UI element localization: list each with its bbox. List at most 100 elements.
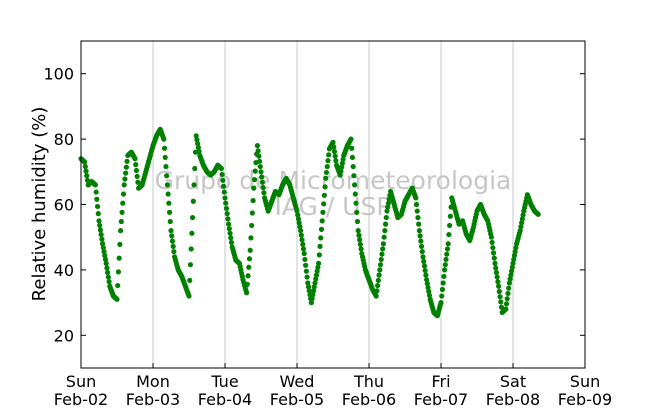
data-point <box>117 241 123 247</box>
data-point <box>440 280 446 286</box>
data-point <box>425 284 431 291</box>
data-point <box>322 184 328 190</box>
data-point <box>311 284 317 290</box>
data-point <box>222 195 228 201</box>
data-point <box>97 222 103 229</box>
data-point <box>380 241 386 247</box>
data-point <box>505 290 511 297</box>
x-tick-day-label: Fri <box>431 372 450 391</box>
data-point <box>426 288 432 295</box>
data-point <box>120 200 126 206</box>
data-point <box>310 288 317 294</box>
data-point <box>426 292 433 299</box>
data-point <box>306 288 312 294</box>
data-point <box>115 282 121 289</box>
data-point <box>95 211 101 217</box>
y-tick-label: 100 <box>43 65 74 84</box>
data-point <box>261 190 267 196</box>
data-point <box>352 191 358 197</box>
data-point <box>441 273 447 280</box>
data-point <box>383 214 389 221</box>
data-point <box>106 279 112 285</box>
data-point <box>325 158 331 164</box>
data-point <box>188 246 194 252</box>
data-point <box>103 260 109 266</box>
data-point <box>493 265 499 271</box>
data-point <box>511 252 518 259</box>
data-point <box>380 246 386 252</box>
data-point <box>260 184 266 191</box>
data-point <box>340 156 346 162</box>
data-point <box>250 197 256 204</box>
x-tick-date-label: Feb-03 <box>126 390 180 409</box>
data-point <box>133 162 139 168</box>
data-point <box>415 214 421 221</box>
data-point <box>296 220 302 226</box>
data-point <box>123 170 129 176</box>
data-point <box>124 158 130 164</box>
data-point <box>413 201 420 208</box>
x-tick-date-label: Feb-04 <box>198 390 252 409</box>
data-point <box>249 222 255 229</box>
data-point <box>294 208 300 214</box>
data-point <box>503 306 509 312</box>
data-point <box>492 260 498 266</box>
data-point <box>357 241 363 247</box>
data-point <box>323 169 330 176</box>
data-point <box>385 200 392 206</box>
data-point <box>318 226 325 232</box>
data-point <box>331 144 337 150</box>
data-point <box>189 230 195 236</box>
data-point <box>300 241 306 247</box>
data-point <box>299 237 305 243</box>
data-point <box>191 182 197 188</box>
data-point <box>496 283 502 289</box>
data-point <box>115 269 122 275</box>
data-point <box>305 280 311 286</box>
data-point <box>508 268 515 274</box>
data-point <box>447 222 453 229</box>
data-point <box>195 145 201 151</box>
data-point <box>223 200 229 206</box>
data-point <box>535 211 541 217</box>
data-point <box>324 163 330 170</box>
data-point <box>194 137 200 143</box>
data-point <box>375 282 381 289</box>
data-point <box>187 277 193 283</box>
data-point <box>82 159 88 165</box>
data-point <box>508 272 514 278</box>
data-point <box>520 212 526 218</box>
data-point <box>506 285 512 291</box>
data-point <box>504 296 510 302</box>
data-point <box>438 300 444 306</box>
data-point <box>114 296 120 302</box>
data-point <box>414 208 420 214</box>
data-point <box>418 238 424 244</box>
data-point <box>303 268 309 274</box>
data-points <box>78 126 541 319</box>
data-point <box>350 163 356 170</box>
data-point <box>254 143 260 149</box>
data-point <box>96 218 102 224</box>
x-tick-date-label: Feb-07 <box>414 390 468 409</box>
data-point <box>102 252 108 259</box>
data-point <box>221 189 227 195</box>
data-point <box>121 182 127 188</box>
data-point <box>305 284 312 290</box>
data-point <box>519 220 525 226</box>
data-point <box>135 179 141 185</box>
data-point <box>308 300 314 306</box>
data-point <box>423 272 429 278</box>
x-tick-date-label: Feb-09 <box>558 390 612 409</box>
data-point <box>417 233 423 239</box>
data-point <box>187 262 194 268</box>
data-point <box>379 251 385 257</box>
data-point <box>295 216 302 222</box>
data-point <box>496 288 502 295</box>
data-point <box>444 246 451 252</box>
data-point <box>166 200 172 206</box>
data-point <box>374 288 380 294</box>
data-point <box>320 209 326 215</box>
data-point <box>357 237 363 243</box>
data-point <box>349 154 356 161</box>
